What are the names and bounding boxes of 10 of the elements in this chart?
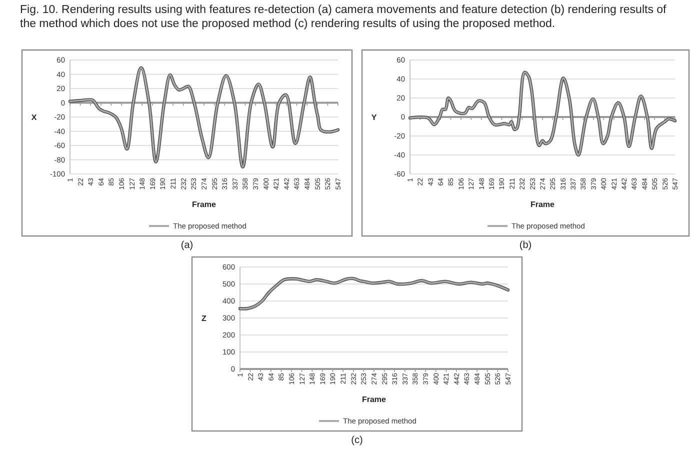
text: (b) — [519, 240, 532, 251]
y-axis-title: Y — [371, 112, 378, 122]
text: (a) — [180, 240, 194, 251]
text: (c) — [351, 435, 363, 446]
x-axis-title: Frame — [362, 395, 387, 404]
y-axis-title: X — [31, 112, 38, 122]
y-axis-title: Z — [202, 314, 207, 323]
chart-title: Fig. 10. Rendering results using with features re-detection (a) camera movements and feature detection (b) rendering results of the method which does not use the proposed method (c) rendering results of using the proposed method. — [20, 4, 668, 30]
x-axis-title: Frame — [530, 200, 556, 209]
x-axis-title: Frame — [192, 200, 217, 209]
